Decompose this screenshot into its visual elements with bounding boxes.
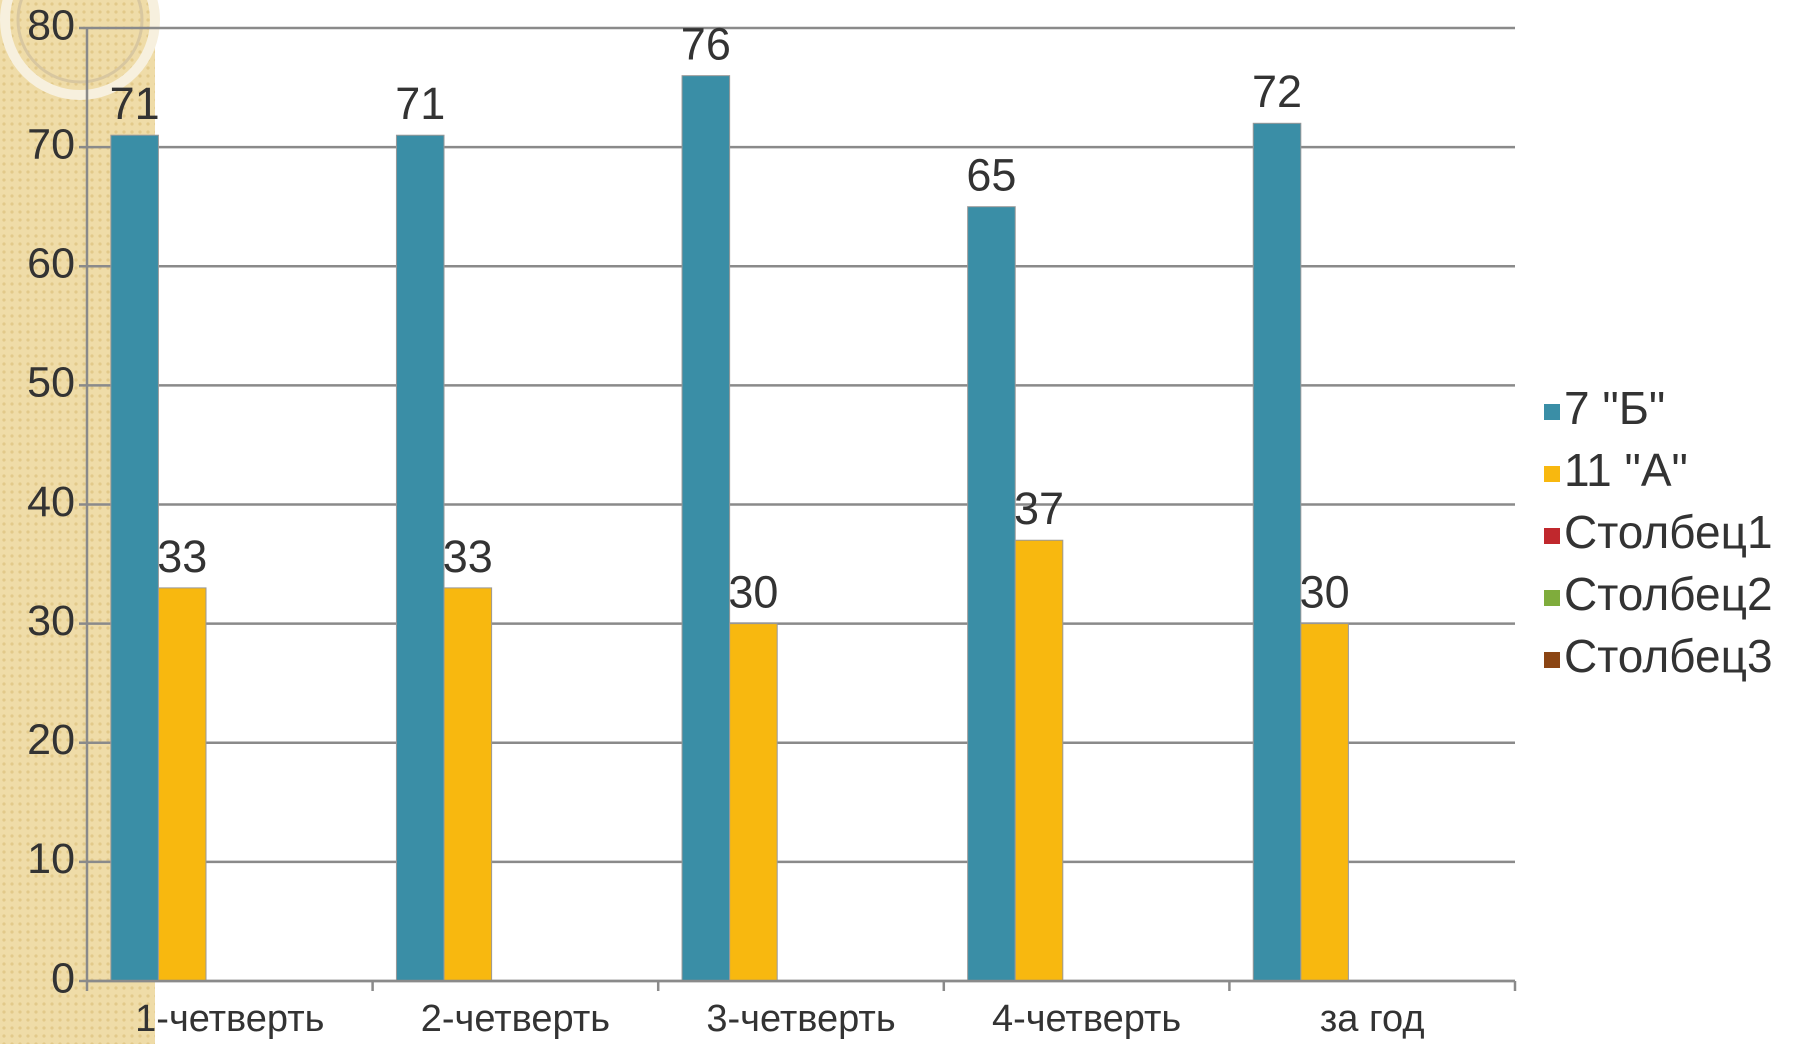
y-tick-label: 70 xyxy=(27,120,75,168)
data-label: 71 xyxy=(110,78,160,129)
data-label: 33 xyxy=(157,531,207,582)
y-tick-label: 40 xyxy=(27,478,75,526)
bar xyxy=(110,134,159,982)
y-tick-label: 20 xyxy=(27,716,75,764)
data-label: 71 xyxy=(395,78,445,129)
y-tick-label: 0 xyxy=(51,954,75,1002)
legend-label: Столбец3 xyxy=(1564,630,1773,682)
bar xyxy=(443,587,493,982)
data-label: 30 xyxy=(728,567,778,618)
x-tick-label: за год xyxy=(1320,998,1425,1040)
data-label: 76 xyxy=(681,19,731,70)
legend-swatch xyxy=(1544,590,1560,606)
bar xyxy=(1014,539,1064,982)
bar xyxy=(681,75,731,982)
data-label: 30 xyxy=(1300,567,1350,618)
legend-swatch xyxy=(1544,652,1560,668)
bar xyxy=(1300,623,1349,982)
data-label: 37 xyxy=(1014,483,1064,534)
y-tick-label: 30 xyxy=(27,597,75,645)
x-tick-label: 1-четверть xyxy=(135,998,324,1040)
x-tick-label: 4-четверть xyxy=(992,998,1181,1040)
bar xyxy=(729,623,778,982)
legend-label: 11 "А" xyxy=(1564,444,1688,496)
bar xyxy=(395,134,445,982)
y-tick-label: 80 xyxy=(27,1,75,49)
data-label: 65 xyxy=(966,150,1016,201)
x-tick-label: 2-четверть xyxy=(421,998,610,1040)
bar xyxy=(967,206,1016,982)
decoration xyxy=(16,0,144,84)
decoration xyxy=(0,0,160,100)
bar xyxy=(157,587,207,982)
legend-label: Столбец1 xyxy=(1564,506,1773,558)
legend-swatch xyxy=(1544,404,1560,420)
legend-label: Столбец2 xyxy=(1564,568,1773,620)
y-tick-label: 60 xyxy=(27,240,75,288)
bar xyxy=(1252,122,1302,982)
data-label: 33 xyxy=(443,531,493,582)
legend-swatch xyxy=(1544,528,1560,544)
y-tick-label: 50 xyxy=(27,359,75,407)
legend-swatch xyxy=(1544,466,1560,482)
data-label: 72 xyxy=(1252,66,1302,117)
legend-label: 7 "Б" xyxy=(1564,382,1665,434)
y-tick-label: 10 xyxy=(27,835,75,883)
x-tick-label: 3-четверть xyxy=(706,998,895,1040)
